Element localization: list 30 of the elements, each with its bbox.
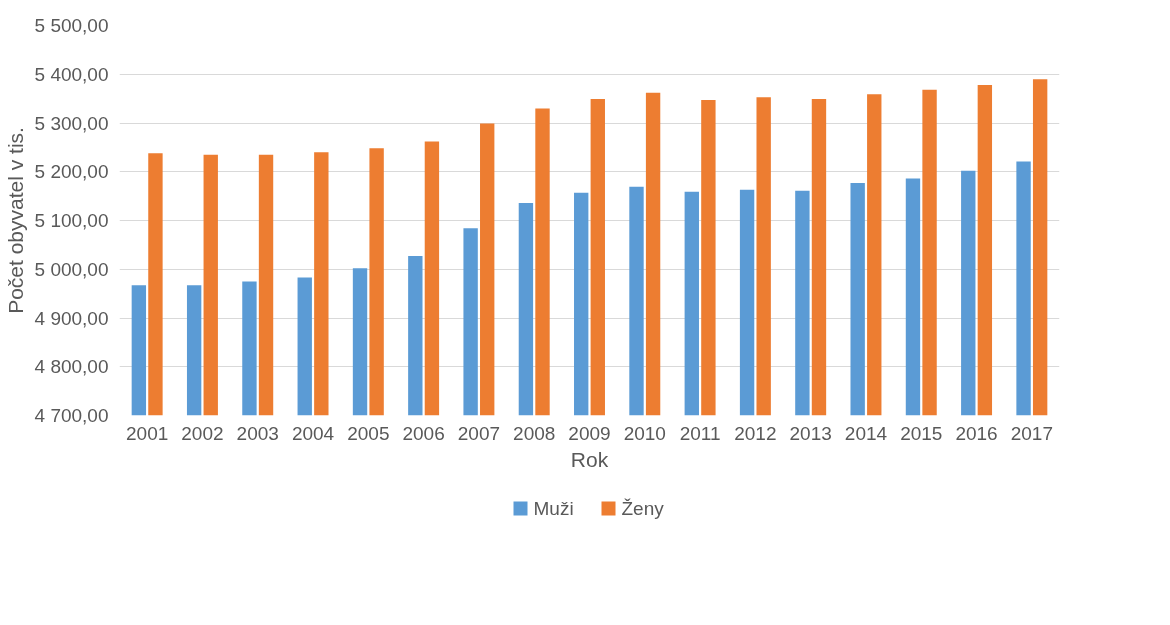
y-tick-label: 5 100,00: [34, 210, 109, 231]
legend-label: Ženy: [621, 498, 665, 519]
y-tick-label: 5 300,00: [34, 112, 109, 134]
x-tick-label: 2013: [789, 422, 832, 444]
x-tick-label: 2009: [568, 422, 611, 444]
x-tick-label: 2015: [900, 422, 943, 444]
x-tick-label: 2003: [236, 422, 279, 444]
x-tick-label: 2007: [457, 422, 501, 444]
x-tick-label: 2001: [126, 422, 169, 444]
y-tick-label: 5 200,00: [34, 161, 109, 183]
x-tick-label: 2008: [513, 422, 556, 444]
y-axis-title: Počet obyvatel v tis.: [3, 127, 27, 314]
x-tick-label: 2017: [1010, 422, 1053, 444]
x-tick-label: 2004: [291, 422, 335, 444]
x-axis-title: Rok: [570, 447, 609, 471]
y-tick-label: 4 800,00: [34, 356, 109, 378]
x-tick-label: 2016: [955, 422, 998, 444]
y-tick-label: 4 900,00: [34, 307, 109, 329]
x-tick-label: 2014: [844, 422, 888, 444]
y-tick-label: 5 500,00: [34, 15, 109, 36]
x-tick-label: 2006: [402, 422, 445, 444]
x-tick-label: 2011: [679, 422, 721, 444]
legend-label: Muži: [533, 498, 574, 519]
x-tick-label: 2002: [181, 422, 224, 444]
y-tick-label: 4 700,00: [34, 405, 109, 426]
x-tick-label: 2005: [347, 422, 390, 444]
x-tick-label: 2012: [734, 422, 777, 444]
y-tick-label: 5 000,00: [34, 258, 109, 280]
x-tick-label: 2010: [623, 422, 666, 444]
y-tick-label: 5 400,00: [34, 63, 109, 85]
